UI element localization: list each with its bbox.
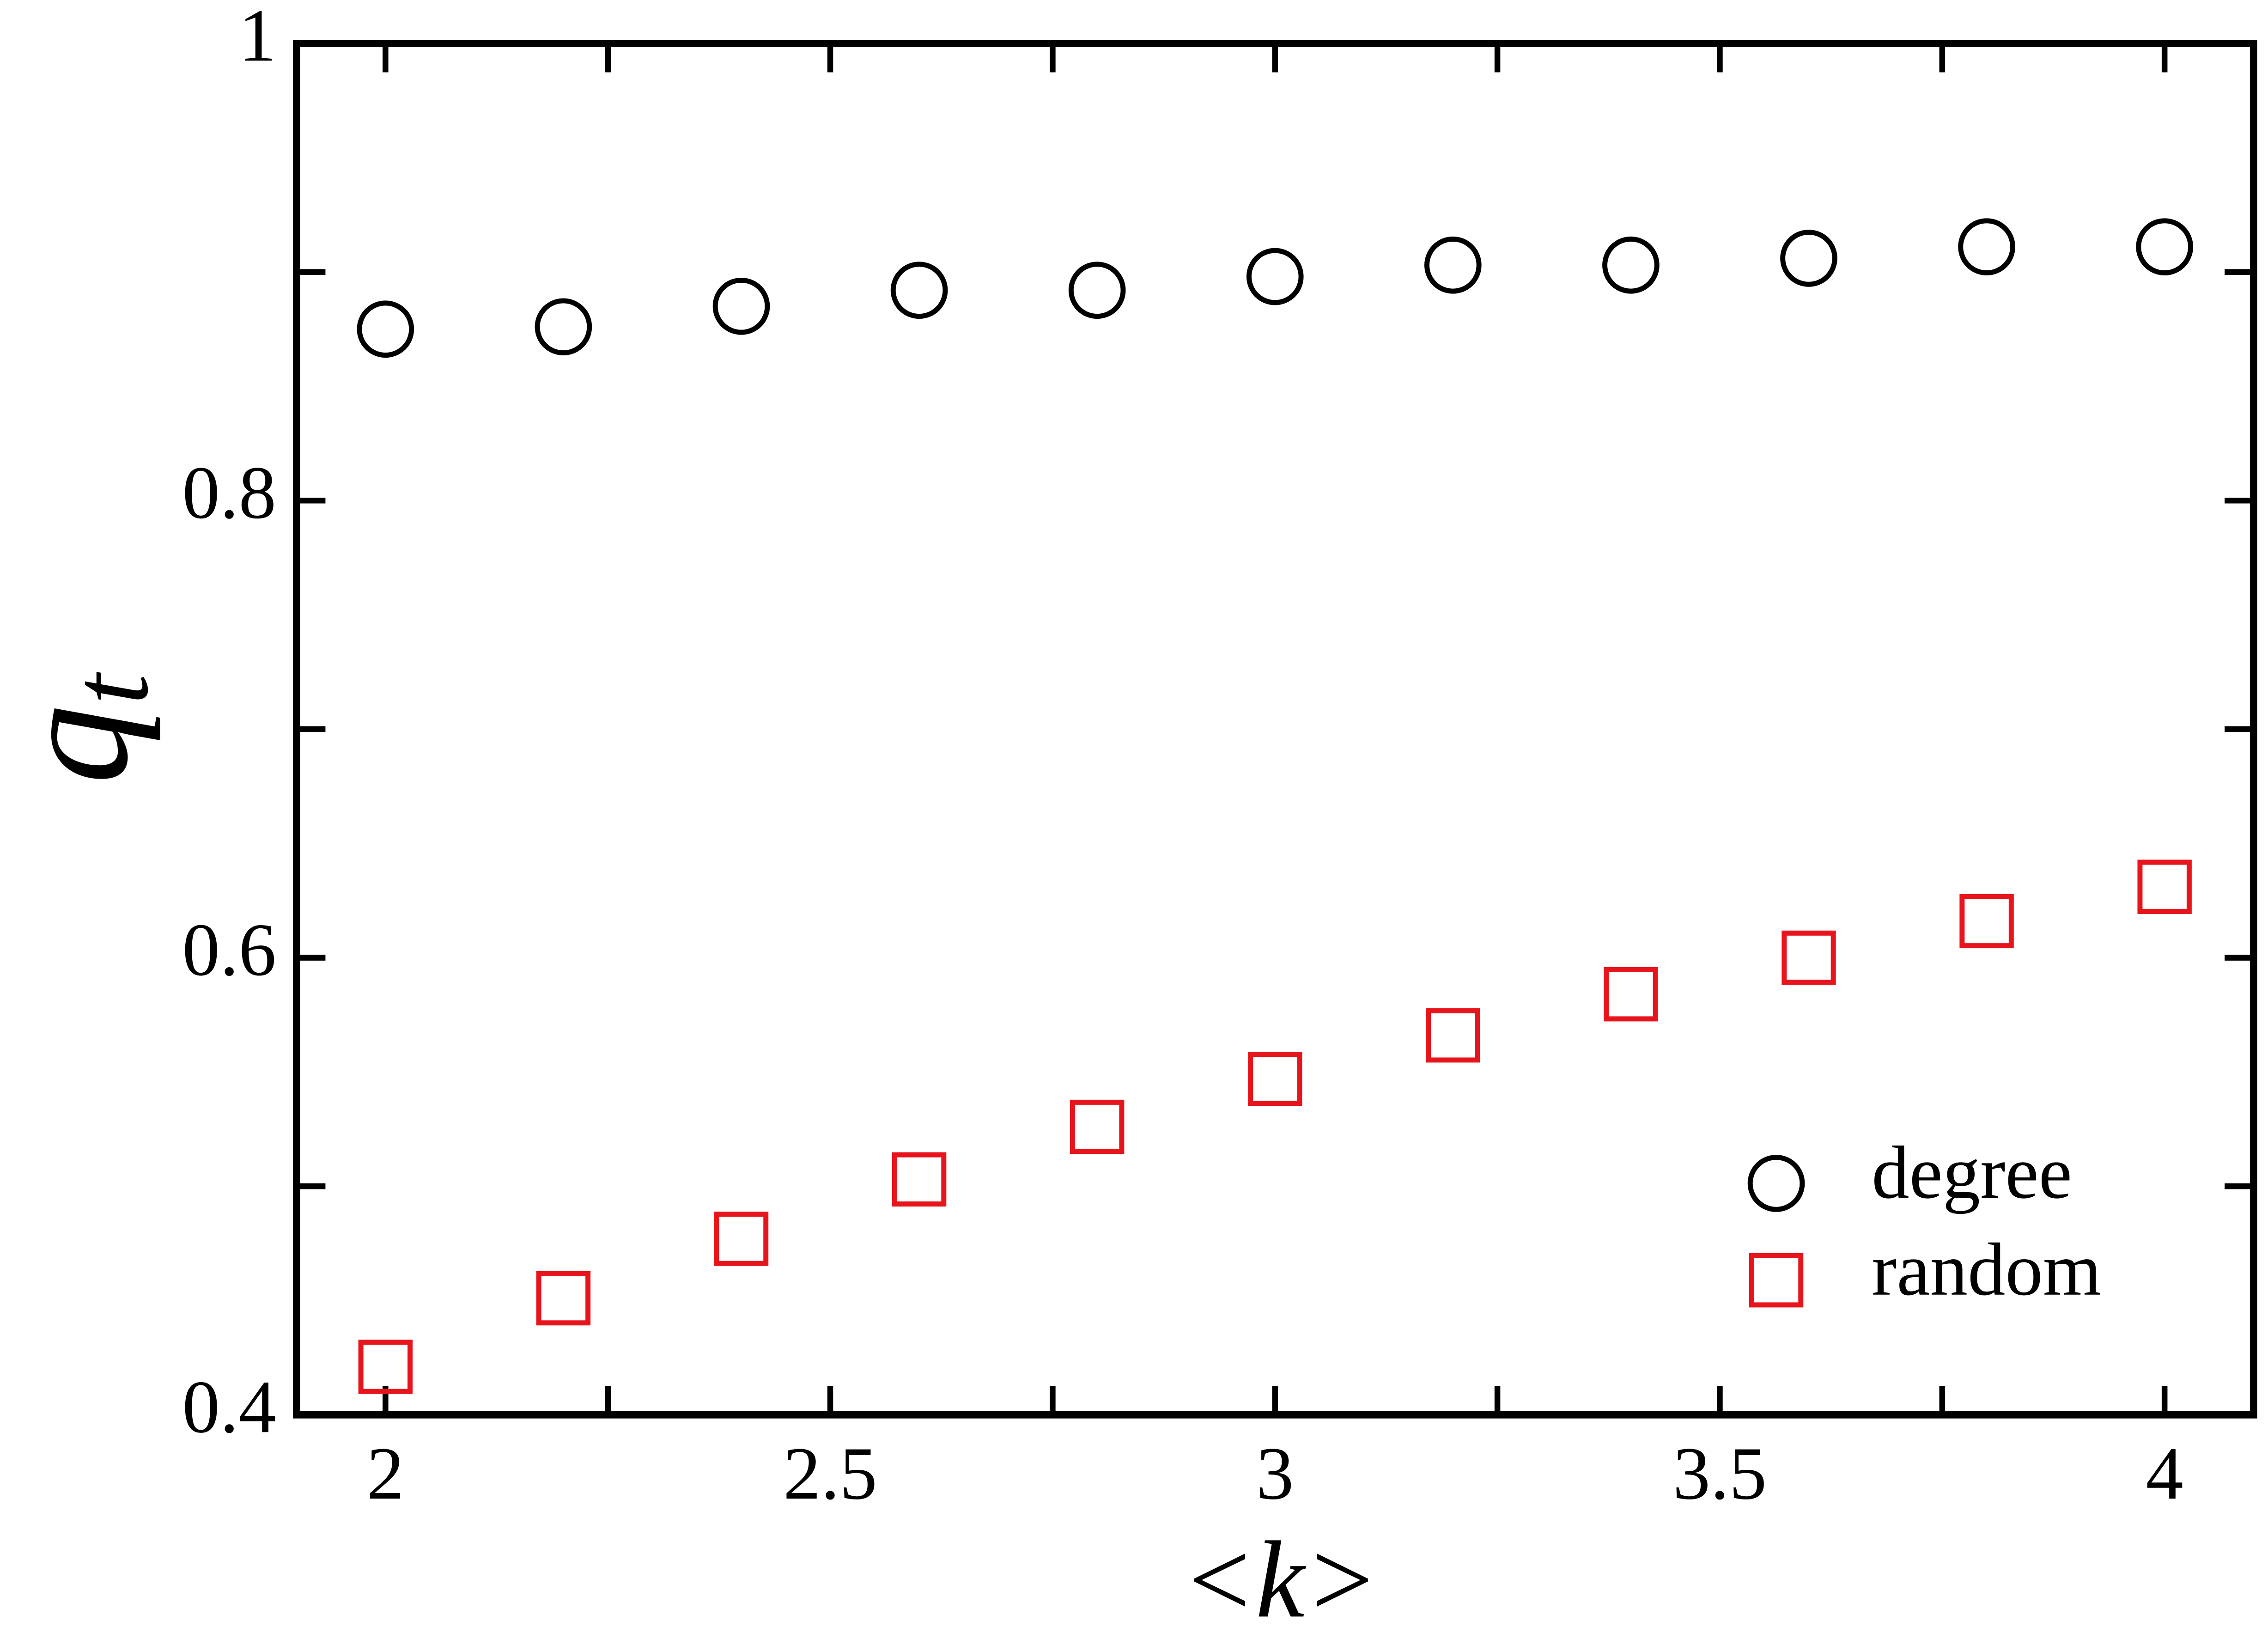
x-tick-label: 3 [1256, 1432, 1294, 1515]
data-point [712, 277, 770, 335]
legend-label: degree [1872, 1131, 2072, 1214]
data-point [1068, 262, 1126, 319]
x-axis-label: <k> [1181, 1519, 1379, 1633]
y-axis-label: qt [0, 672, 171, 784]
data-point [1782, 930, 1836, 985]
y-tick-label: 0.8 [182, 451, 276, 535]
y-tick-label: 0.4 [182, 1365, 276, 1449]
data-point [1959, 894, 2014, 949]
data-point [892, 1152, 947, 1207]
y-axis-label-main: q [0, 705, 161, 784]
data-point [2137, 859, 2192, 914]
data-point [1780, 230, 1837, 287]
plot-frame [292, 40, 2257, 1419]
data-point [358, 1340, 413, 1394]
data-point [1958, 218, 2015, 276]
legend-marker [1749, 1253, 1804, 1308]
legend-label: random [1872, 1228, 2101, 1311]
data-point [357, 300, 414, 358]
x-tick-label: 2 [367, 1432, 404, 1515]
data-point [1248, 1052, 1302, 1106]
data-point [1424, 236, 1482, 294]
y-tick-label: 0.6 [182, 908, 276, 992]
data-point [714, 1212, 769, 1266]
y-tick-label: 1 [239, 0, 276, 77]
data-point [890, 262, 948, 319]
data-point [536, 1271, 591, 1326]
x-tick-label: 2.5 [783, 1432, 877, 1515]
data-point [1604, 967, 1658, 1022]
data-point [1426, 1008, 1480, 1063]
x-tick-label: 4 [2146, 1432, 2183, 1515]
data-point [1070, 1099, 1125, 1154]
data-point [535, 298, 592, 356]
data-point [2136, 218, 2193, 276]
data-point [1246, 248, 1304, 305]
y-axis-label-sub: t [49, 672, 171, 705]
x-tick-label: 3.5 [1673, 1432, 1767, 1515]
data-point [1602, 236, 1660, 294]
legend-marker [1747, 1155, 1805, 1212]
